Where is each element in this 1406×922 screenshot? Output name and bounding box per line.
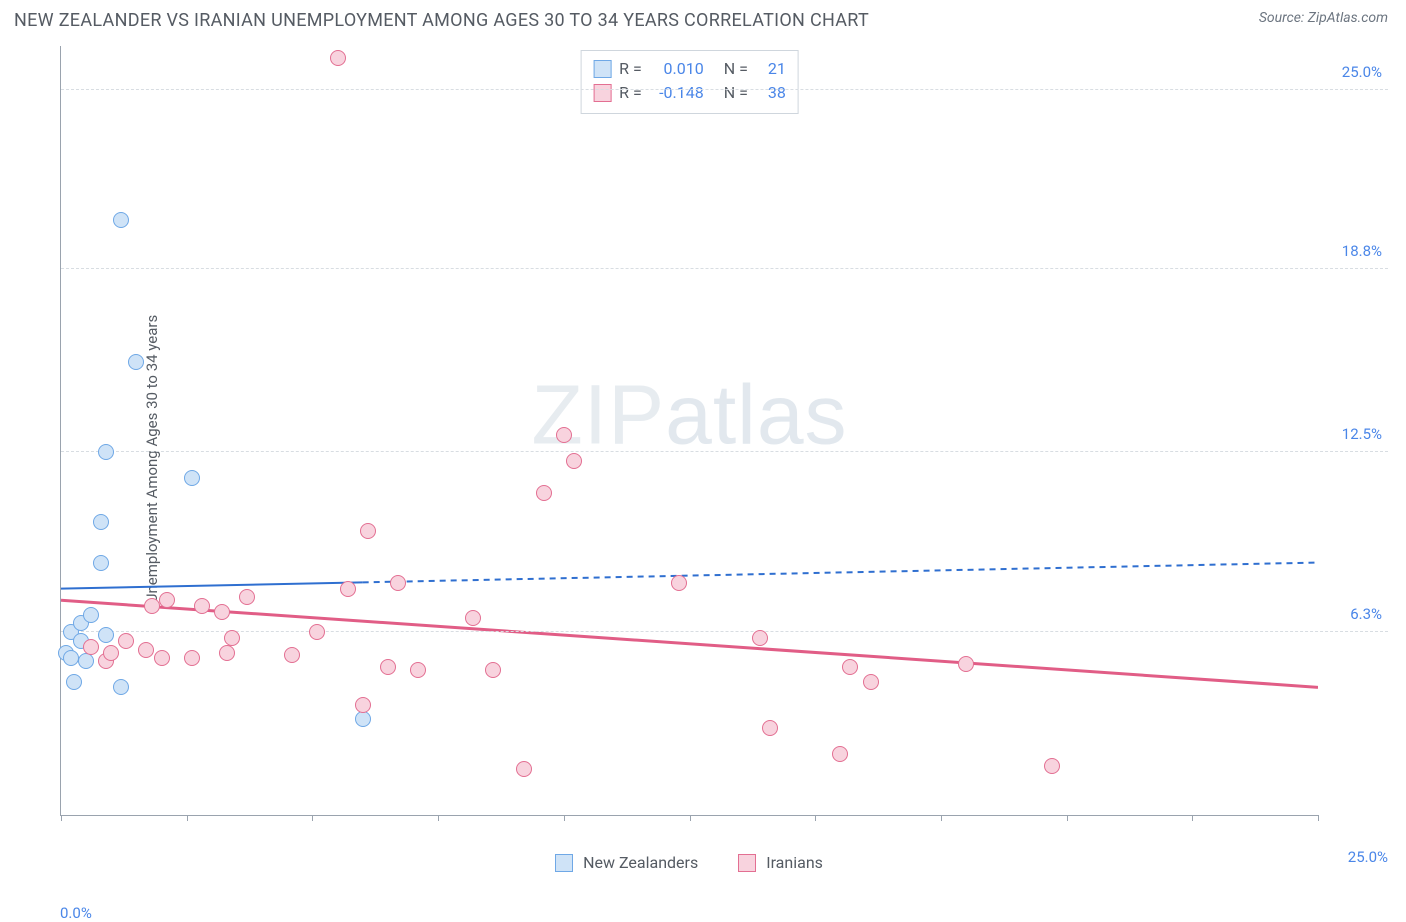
data-point (671, 575, 687, 591)
watermark: ZIPatlas (531, 367, 847, 464)
data-point (832, 746, 848, 762)
y-tick-label: 25.0% (1342, 63, 1382, 81)
watermark-part1: ZIP (531, 368, 665, 462)
gridline (61, 631, 1388, 632)
plot-area: ZIPatlas R =0.010N =21R =-0.148N =38 6.3… (60, 46, 1318, 816)
data-point (239, 589, 255, 605)
data-point (184, 650, 200, 666)
data-point (219, 645, 235, 661)
stat-n-value: 38 (756, 81, 786, 105)
chart-title: NEW ZEALANDER VS IRANIAN UNEMPLOYMENT AM… (14, 10, 869, 31)
data-point (752, 630, 768, 646)
gridline (61, 451, 1388, 452)
series-swatch (593, 84, 611, 102)
data-point (128, 354, 144, 370)
stat-n-label: N = (724, 57, 748, 81)
data-point (118, 633, 134, 649)
stats-row: R = 0.010 N = 21 (593, 57, 786, 81)
legend-swatch (555, 854, 573, 872)
data-point (958, 656, 974, 672)
data-point (380, 659, 396, 675)
data-point (330, 50, 346, 66)
data-point (144, 598, 160, 614)
data-point (78, 653, 94, 669)
legend-item: New Zealanders (555, 853, 698, 872)
data-point (360, 523, 376, 539)
data-point (113, 679, 129, 695)
data-point (355, 711, 371, 727)
data-point (93, 514, 109, 530)
x-tick (1067, 815, 1068, 821)
watermark-part2: atlas (665, 368, 847, 462)
data-point (410, 662, 426, 678)
legend-item: Iranians (738, 853, 823, 872)
y-tick-label: 6.3% (1350, 605, 1382, 623)
x-tick (690, 815, 691, 821)
gridline (61, 89, 1388, 90)
legend-label: Iranians (766, 853, 823, 872)
data-point (138, 642, 154, 658)
data-point (762, 720, 778, 736)
data-point (566, 453, 582, 469)
data-point (1044, 758, 1060, 774)
x-axis-min-label: 0.0% (60, 904, 92, 922)
data-point (390, 575, 406, 591)
stat-r-label: R = (619, 81, 642, 105)
data-point (536, 485, 552, 501)
y-tick-label: 12.5% (1342, 425, 1382, 443)
series-swatch (593, 60, 611, 78)
data-point (556, 427, 572, 443)
data-point (284, 647, 300, 663)
stat-r-value: 0.010 (650, 57, 704, 81)
data-point (309, 624, 325, 640)
x-tick (1192, 815, 1193, 821)
data-point (113, 212, 129, 228)
data-point (93, 555, 109, 571)
data-point (98, 627, 114, 643)
x-tick (815, 815, 816, 821)
bottom-legend: New Zealanders Iranians (60, 853, 1318, 872)
legend-swatch (738, 854, 756, 872)
data-point (465, 610, 481, 626)
data-point (863, 674, 879, 690)
data-point (154, 650, 170, 666)
gridline (61, 268, 1388, 269)
data-point (103, 645, 119, 661)
data-point (224, 630, 240, 646)
data-point (355, 697, 371, 713)
stat-n-label: N = (724, 81, 748, 105)
y-tick-label: 18.8% (1342, 242, 1382, 260)
chart-container: Unemployment Among Ages 30 to 34 years Z… (14, 46, 1388, 872)
trend-lines (61, 46, 1318, 815)
stat-n-value: 21 (756, 57, 786, 81)
data-point (214, 604, 230, 620)
x-tick (187, 815, 188, 821)
x-tick (438, 815, 439, 821)
x-tick (564, 815, 565, 821)
x-tick (61, 815, 62, 821)
data-point (66, 674, 82, 690)
data-point (159, 592, 175, 608)
data-point (83, 607, 99, 623)
x-tick (1318, 815, 1319, 821)
data-point (98, 444, 114, 460)
stat-r-value: -0.148 (650, 81, 704, 105)
stats-row: R = -0.148 N = 38 (593, 81, 786, 105)
data-point (485, 662, 501, 678)
data-point (83, 639, 99, 655)
data-point (194, 598, 210, 614)
legend-label: New Zealanders (583, 853, 698, 872)
source-label: Source: ZipAtlas.com (1259, 10, 1388, 26)
x-axis-max-label: 25.0% (1348, 848, 1388, 866)
data-point (340, 581, 356, 597)
x-tick (941, 815, 942, 821)
data-point (184, 470, 200, 486)
data-point (516, 761, 532, 777)
x-tick (312, 815, 313, 821)
data-point (842, 659, 858, 675)
stat-r-label: R = (619, 57, 642, 81)
data-point (63, 650, 79, 666)
stats-legend-box: R = 0.010 N = 21 R = -0.148 N = 38 (580, 50, 799, 114)
